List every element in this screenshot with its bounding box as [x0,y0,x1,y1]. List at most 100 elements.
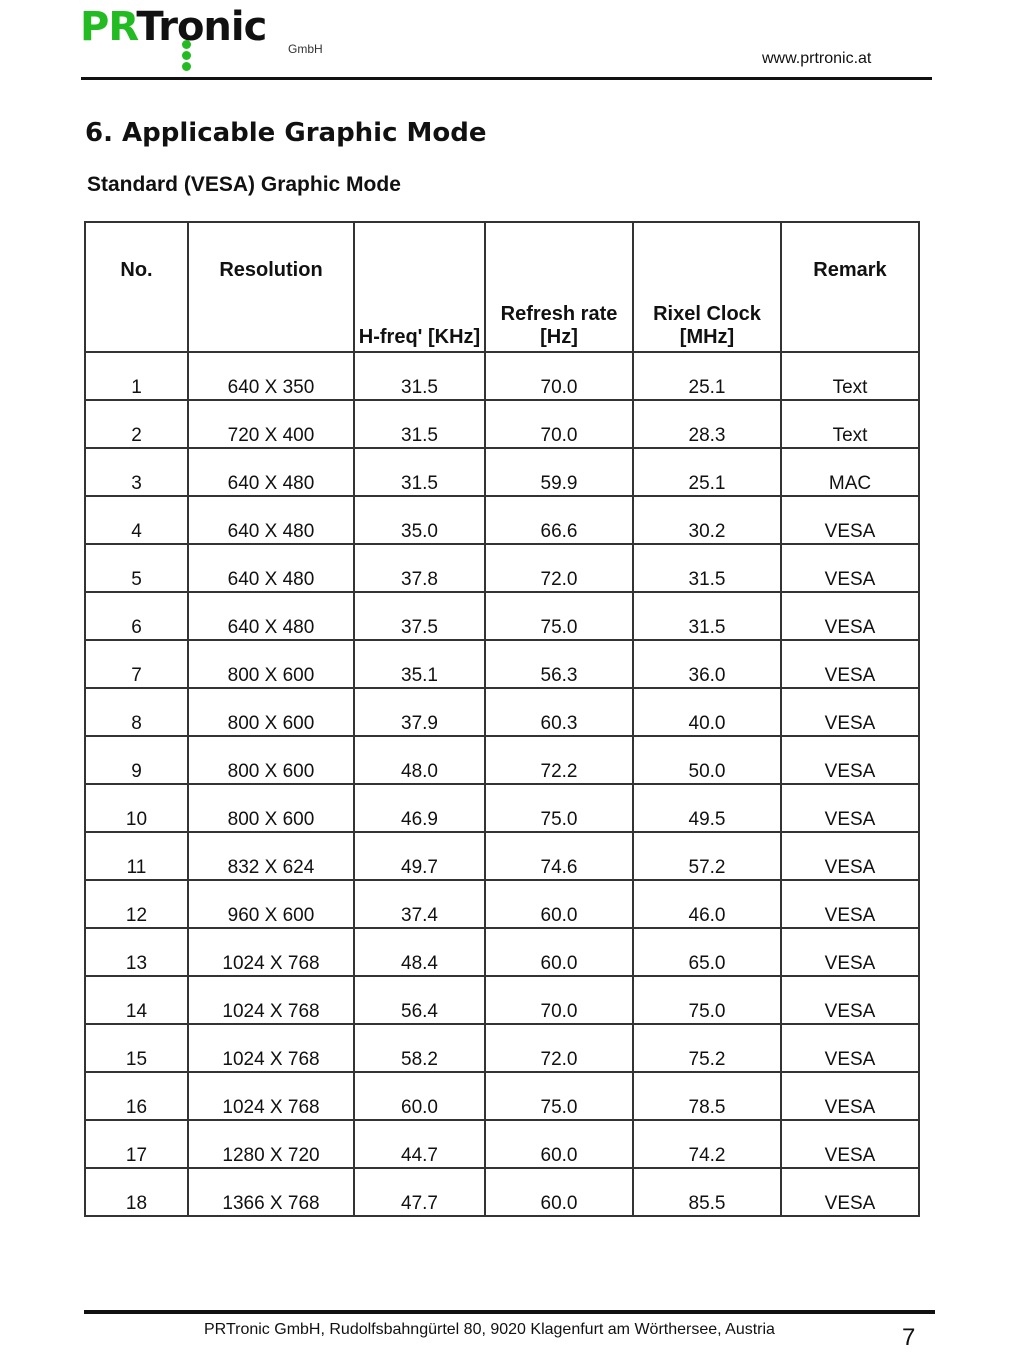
cell-remark: VESA [780,783,920,833]
table-row: 14 1024 X 768 56.4 70.0 75.0 VESA [84,975,920,1025]
cell-refresh: 75.0 [484,1071,634,1121]
cell-no: 1 [84,351,189,401]
cell-resolution: 1024 X 768 [187,1071,355,1121]
header-divider [81,77,932,80]
cell-resolution: 1024 X 768 [187,927,355,977]
cell-refresh: 66.6 [484,495,634,545]
logo-dots [182,40,191,73]
cell-hfreq: 46.9 [353,783,486,833]
cell-resolution: 800 X 600 [187,783,355,833]
cell-resolution: 640 X 480 [187,447,355,497]
cell-pixel-clock: 36.0 [632,639,782,689]
table-row: 2 720 X 400 31.5 70.0 28.3 Text [84,399,920,449]
col-header-remark: Remark [780,221,920,353]
cell-pixel-clock: 25.1 [632,447,782,497]
cell-refresh: 60.3 [484,687,634,737]
cell-hfreq: 35.0 [353,495,486,545]
cell-refresh: 74.6 [484,831,634,881]
cell-no: 15 [84,1023,189,1073]
cell-pixel-clock: 65.0 [632,927,782,977]
cell-remark: VESA [780,687,920,737]
cell-pixel-clock: 57.2 [632,831,782,881]
logo-sub: GmbH [288,42,323,56]
table-row: 11 832 X 624 49.7 74.6 57.2 VESA [84,831,920,881]
cell-hfreq: 37.8 [353,543,486,593]
table-row: 4 640 X 480 35.0 66.6 30.2 VESA [84,495,920,545]
cell-refresh: 70.0 [484,399,634,449]
cell-no: 10 [84,783,189,833]
cell-hfreq: 31.5 [353,399,486,449]
cell-remark: VESA [780,591,920,641]
page-number: 7 [902,1324,916,1351]
cell-no: 7 [84,639,189,689]
subtitle: Standard (VESA) Graphic Mode [87,173,401,196]
table-header-row: No. Resolution H-freq' [KHz] Refresh rat… [84,221,920,353]
cell-pixel-clock: 85.5 [632,1167,782,1217]
cell-refresh: 60.0 [484,1119,634,1169]
cell-remark: VESA [780,1071,920,1121]
cell-refresh: 60.0 [484,927,634,977]
cell-no: 3 [84,447,189,497]
cell-refresh: 75.0 [484,591,634,641]
cell-remark: VESA [780,927,920,977]
cell-hfreq: 37.4 [353,879,486,929]
footer-divider [84,1310,935,1314]
col-header-hfreq: H-freq' [KHz] [353,221,486,353]
table-row: 8 800 X 600 37.9 60.3 40.0 VESA [84,687,920,737]
cell-remark: VESA [780,639,920,689]
cell-remark: Text [780,351,920,401]
cell-hfreq: 56.4 [353,975,486,1025]
cell-hfreq: 48.4 [353,927,486,977]
cell-pixel-clock: 31.5 [632,543,782,593]
cell-remark: VESA [780,1119,920,1169]
cell-resolution: 640 X 480 [187,495,355,545]
cell-no: 2 [84,399,189,449]
cell-no: 5 [84,543,189,593]
cell-hfreq: 31.5 [353,447,486,497]
cell-no: 14 [84,975,189,1025]
cell-no: 4 [84,495,189,545]
cell-resolution: 640 X 480 [187,591,355,641]
cell-no: 12 [84,879,189,929]
cell-no: 9 [84,735,189,785]
cell-refresh: 60.0 [484,879,634,929]
footer-address: PRTronic GmbH, Rudolfsbahngürtel 80, 902… [204,1321,775,1338]
cell-resolution: 1366 X 768 [187,1167,355,1217]
cell-resolution: 832 X 624 [187,831,355,881]
col-header-resolution: Resolution [187,221,355,353]
table-row: 6 640 X 480 37.5 75.0 31.5 VESA [84,591,920,641]
cell-remark: VESA [780,1023,920,1073]
cell-no: 13 [84,927,189,977]
cell-pixel-clock: 25.1 [632,351,782,401]
table-row: 13 1024 X 768 48.4 60.0 65.0 VESA [84,927,920,977]
cell-resolution: 1280 X 720 [187,1119,355,1169]
cell-no: 18 [84,1167,189,1217]
table-row: 5 640 X 480 37.8 72.0 31.5 VESA [84,543,920,593]
cell-hfreq: 48.0 [353,735,486,785]
cell-hfreq: 37.5 [353,591,486,641]
table-row: 7 800 X 600 35.1 56.3 36.0 VESA [84,639,920,689]
table-row: 9 800 X 600 48.0 72.2 50.0 VESA [84,735,920,785]
cell-resolution: 640 X 480 [187,543,355,593]
cell-refresh: 70.0 [484,975,634,1025]
cell-pixel-clock: 75.0 [632,975,782,1025]
table-row: 16 1024 X 768 60.0 75.0 78.5 VESA [84,1071,920,1121]
cell-pixel-clock: 49.5 [632,783,782,833]
cell-resolution: 720 X 400 [187,399,355,449]
cell-resolution: 1024 X 768 [187,1023,355,1073]
table-row: 1 640 X 350 31.5 70.0 25.1 Text [84,351,920,401]
cell-refresh: 72.0 [484,1023,634,1073]
cell-hfreq: 37.9 [353,687,486,737]
cell-remark: MAC [780,447,920,497]
cell-hfreq: 31.5 [353,351,486,401]
cell-refresh: 70.0 [484,351,634,401]
cell-no: 11 [84,831,189,881]
cell-hfreq: 47.7 [353,1167,486,1217]
col-header-refresh: Refresh rate [Hz] [484,221,634,353]
cell-pixel-clock: 50.0 [632,735,782,785]
cell-no: 16 [84,1071,189,1121]
table-row: 3 640 X 480 31.5 59.9 25.1 MAC [84,447,920,497]
table-row: 10 800 X 600 46.9 75.0 49.5 VESA [84,783,920,833]
cell-resolution: 960 X 600 [187,879,355,929]
cell-refresh: 60.0 [484,1167,634,1217]
